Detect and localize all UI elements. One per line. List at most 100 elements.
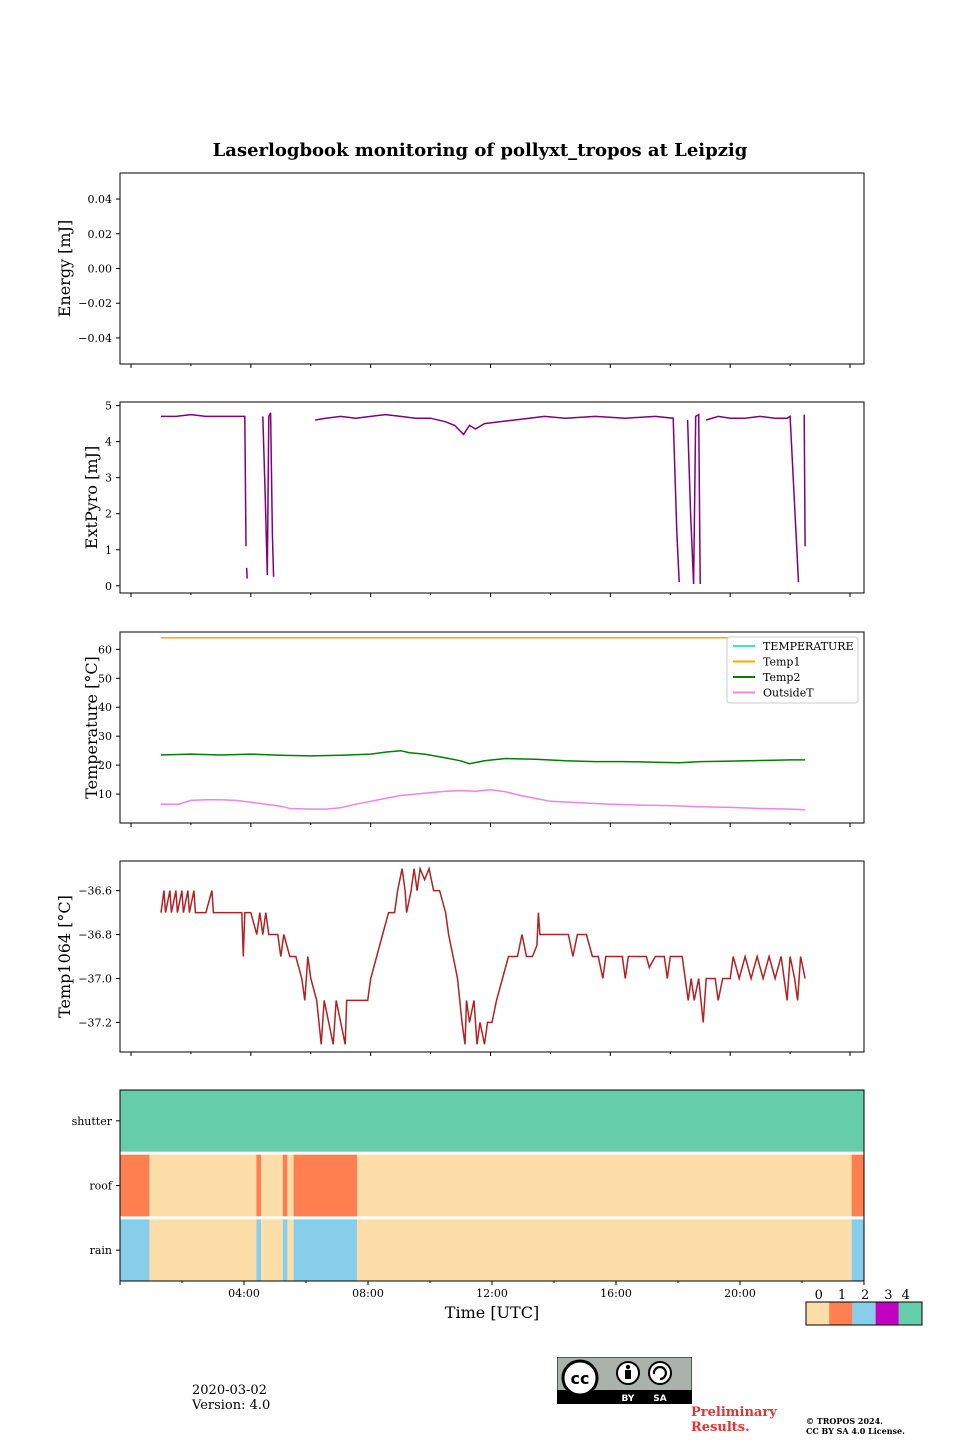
colorbar-swatch-4 xyxy=(898,1302,922,1325)
copyright-line2: CC BY SA 4.0 License. xyxy=(806,1426,905,1436)
chart-title: Laserlogbook monitoring of pollyxt_tropo… xyxy=(212,140,748,161)
energy-frame xyxy=(119,172,865,365)
status-xtick-label: 04:00 xyxy=(228,1287,260,1300)
panel-energy: 0.04 0.02 0.00 −0.02 −0.04 Energy [mJ] xyxy=(55,172,865,368)
temp1064-ytick-label: −37.2 xyxy=(78,1016,112,1029)
extpyro-ytick-label: 3 xyxy=(105,472,112,485)
status-row-label-rain: rain xyxy=(90,1244,112,1257)
status-cell-rain xyxy=(256,1219,262,1281)
colorbar-frame xyxy=(805,1301,923,1326)
copyright-notice: © TROPOS 2024. CC BY SA 4.0 License. xyxy=(806,1416,905,1436)
temperature-ytick-label: 60 xyxy=(98,643,112,656)
status-cell-rain xyxy=(287,1219,294,1281)
colorbar-label-1: 1 xyxy=(838,1288,846,1303)
extpyro-series-extpyro-1 xyxy=(245,567,248,579)
svg-text:cc: cc xyxy=(571,1369,590,1388)
status-cell-roof xyxy=(149,1154,257,1217)
extpyro-ytick-label: 0 xyxy=(105,580,112,593)
extpyro-series-extpyro-0 xyxy=(161,413,247,547)
temp1064-series-temp1064-0 xyxy=(160,865,806,1045)
footer-date: 2020-03-02 xyxy=(192,1383,267,1398)
status-cell-rain xyxy=(293,1219,358,1281)
status-cell-roof xyxy=(851,1154,864,1217)
temperature-ylabel: Temperature [°C] xyxy=(82,656,101,799)
preliminary-results: Preliminary Results. xyxy=(691,1405,777,1435)
legend-label-temperature: TEMPERATURE xyxy=(763,640,854,653)
panel-temp1064: −36.6 −36.8 −37.0 −37.2 Temp1064 [°C] xyxy=(55,860,865,1056)
temperature-frame xyxy=(119,631,865,824)
status-cell-roof xyxy=(256,1154,262,1217)
energy-ytick-label: 0.04 xyxy=(88,193,113,206)
panel-status: shutter roof rain 04:00 08:00 12:00 16:00 20:00… xyxy=(72,1089,923,1326)
energy-ytick-label: −0.02 xyxy=(78,297,112,310)
energy-ytick-label: −0.04 xyxy=(78,332,112,345)
energy-ytick-label: 0.02 xyxy=(88,228,113,241)
status-row-label-roof: roof xyxy=(89,1180,113,1193)
energy-plot-area xyxy=(120,173,864,364)
energy-ytick-label: 0.00 xyxy=(88,263,113,276)
colorbar-label-2: 2 xyxy=(861,1288,869,1303)
preliminary-line2: Results. xyxy=(691,1420,750,1435)
status-cell-roof xyxy=(287,1154,294,1217)
temp1064-ylabel: Temp1064 [°C] xyxy=(55,895,74,1018)
copyright-line1: © TROPOS 2024. xyxy=(806,1416,883,1426)
status-cell-roof xyxy=(357,1154,852,1217)
temperature-ytick-label: 40 xyxy=(98,701,112,714)
extpyro-series-extpyro-4 xyxy=(686,413,701,585)
status-cell-roof xyxy=(293,1154,358,1217)
extpyro-series-extpyro-5 xyxy=(705,415,800,583)
extpyro-series-extpyro-6 xyxy=(803,414,806,547)
status-cell-rain xyxy=(282,1219,288,1281)
legend-label-temp1: Temp1 xyxy=(763,656,800,669)
status-cell-rain xyxy=(120,1219,150,1281)
temp1064-ytick-label: −37.0 xyxy=(78,972,112,985)
temperature-ytick-label: 10 xyxy=(98,788,112,801)
colorbar-swatch-1 xyxy=(829,1302,853,1325)
cc-by-sa-icon: cc BY SA xyxy=(557,1357,692,1404)
extpyro-plot-area xyxy=(120,402,864,593)
extpyro-series-extpyro-2 xyxy=(262,412,275,577)
extpyro-series-extpyro-3 xyxy=(315,413,680,583)
temp1064-ytick-label: −36.8 xyxy=(78,929,112,942)
colorbar-label-3: 3 xyxy=(884,1288,892,1303)
status-row-label-shutter: shutter xyxy=(72,1115,113,1128)
temperature-series-outsidet-0 xyxy=(161,788,806,811)
temp1064-frame xyxy=(119,860,865,1053)
extpyro-ytick-label: 1 xyxy=(105,544,112,557)
status-xtick-label: 12:00 xyxy=(476,1287,508,1300)
status-cell-rain xyxy=(261,1219,283,1281)
status-cell-rain xyxy=(357,1219,852,1281)
temperature-legend: TEMPERATURE Temp1 Temp2 OutsideT xyxy=(726,636,859,704)
status-xtick-label: 20:00 xyxy=(724,1287,756,1300)
extpyro-frame xyxy=(119,401,865,594)
status-cell-roof xyxy=(282,1154,288,1217)
extpyro-ytick-label: 5 xyxy=(105,400,112,413)
temperature-series-temp2-0 xyxy=(160,749,806,765)
preliminary-line1: Preliminary xyxy=(691,1405,777,1420)
temp1064-ytick-label: −36.6 xyxy=(78,885,112,898)
status-cell-shutter xyxy=(120,1090,864,1152)
status-cell-rain xyxy=(851,1219,864,1281)
colorbar-swatch-2 xyxy=(852,1302,876,1325)
colorbar-swatch-3 xyxy=(875,1302,899,1325)
license-by-label: BY xyxy=(622,1394,635,1404)
temperature-ytick-label: 50 xyxy=(98,672,112,685)
legend-label-temp2: Temp2 xyxy=(763,671,800,684)
status-cell-roof xyxy=(261,1154,283,1217)
status-cell-rain xyxy=(149,1219,257,1281)
panel-extpyro: 0 1 2 3 4 5 ExtPyro [mJ] xyxy=(82,400,865,597)
status-frame xyxy=(119,1089,865,1282)
colorbar-swatch-0 xyxy=(806,1302,830,1325)
x-axis-label: Time [UTC] xyxy=(445,1303,539,1322)
colorbar-label-4: 4 xyxy=(902,1288,910,1303)
legend-label-outsidet: OutsideT xyxy=(763,687,814,700)
legend-box xyxy=(726,636,859,704)
temp1064-plot-area xyxy=(120,861,864,1052)
status-xtick-label: 08:00 xyxy=(352,1287,384,1300)
footer-date-version: 2020-03-02 Version: 4.0 xyxy=(192,1383,270,1413)
temperature-ytick-label: 20 xyxy=(98,759,112,772)
license-sa-label: SA xyxy=(653,1394,666,1404)
